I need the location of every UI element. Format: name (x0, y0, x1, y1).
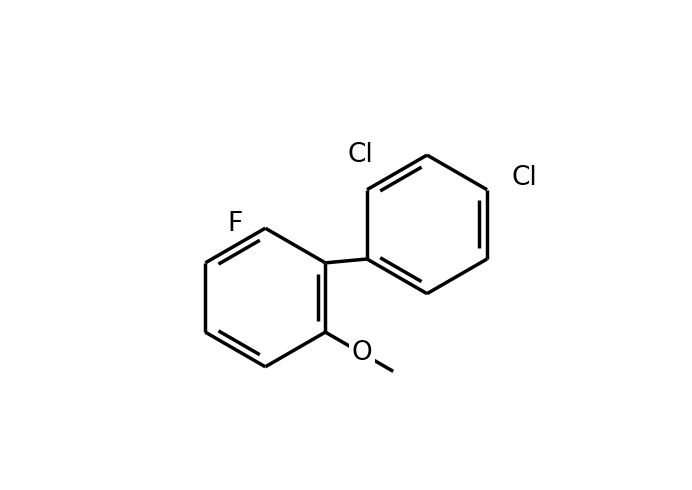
Text: O: O (352, 341, 372, 367)
Text: F: F (227, 211, 242, 237)
Text: Cl: Cl (511, 165, 538, 191)
Text: Cl: Cl (348, 142, 374, 168)
